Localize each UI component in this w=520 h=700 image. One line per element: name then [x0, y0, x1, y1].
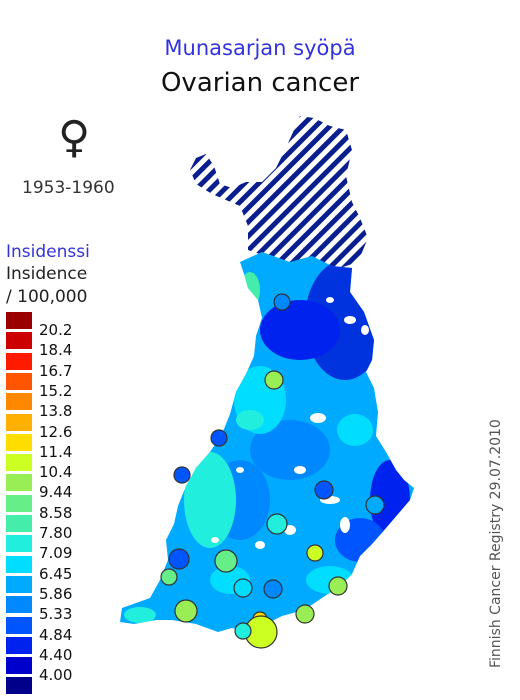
city-markers [160, 293, 385, 649]
legend-value: 20.2 [39, 321, 73, 339]
legend-item: 11.4 [6, 433, 126, 461]
legend-item: 4.40 [6, 636, 126, 664]
legend-swatch [6, 657, 32, 675]
city-circle [210, 429, 228, 447]
city-circle [160, 568, 178, 586]
legend-value: 4.00 [39, 666, 73, 685]
legend-swatch [6, 312, 32, 329]
legend-unit: / 100,000 [6, 287, 88, 307]
legend-swatch [6, 332, 32, 350]
legend-value: 4.40 [39, 645, 73, 664]
legend-item: 16.7 [6, 352, 126, 380]
legend-value: 18.4 [39, 341, 73, 360]
legend-swatch [6, 474, 32, 492]
legend-item: 7.09 [6, 535, 126, 562]
legend-swatch [6, 596, 32, 614]
city-circle [365, 495, 385, 515]
legend-value: 9.44 [39, 483, 73, 502]
legend-value: 16.7 [39, 361, 73, 380]
city-circle [295, 604, 315, 624]
legend-item [6, 677, 126, 697]
legend-swatch [6, 413, 32, 431]
legend-value: 7.80 [39, 524, 73, 542]
legend-heading-english: Insidence [6, 264, 88, 284]
legend-item: 5.86 [6, 575, 126, 603]
legend-item: 18.4 [6, 332, 126, 359]
legend-swatch [6, 575, 32, 593]
legend-swatch [6, 677, 32, 695]
legend-value: 12.6 [39, 422, 73, 441]
registry-credit: Finnish Cancer Registry 29.07.2010 [488, 419, 504, 668]
city-circle [328, 576, 348, 596]
incidence-surface [120, 252, 414, 632]
legend-value: 5.86 [39, 584, 73, 603]
legend-item: 5.33 [6, 596, 126, 623]
legend-item: 10.4 [6, 454, 126, 481]
legend-swatch [6, 616, 32, 634]
legend-swatch [6, 454, 32, 472]
map-title-finnish: Munasarjan syöpä [164, 36, 356, 60]
legend-value: 8.58 [39, 503, 73, 522]
legend-value: 6.45 [39, 564, 73, 583]
city-circle [266, 513, 288, 535]
legend-value: 7.09 [39, 544, 73, 563]
city-circle [168, 548, 190, 570]
female-symbol-icon: ♀ [58, 112, 91, 163]
legend-swatch [6, 535, 32, 553]
legend-swatch [6, 393, 32, 411]
legend-item: 15.2 [6, 372, 126, 400]
legend-item: 7.80 [6, 515, 126, 542]
legend-value: 10.4 [39, 463, 73, 482]
legend-swatch [6, 372, 32, 390]
legend-item: 13.8 [6, 393, 126, 420]
legend-swatch [6, 636, 32, 654]
city-circle [273, 293, 291, 311]
map-title-english: Ovarian cancer [160, 68, 360, 98]
city-circle [314, 480, 334, 500]
city-circle [173, 466, 191, 484]
city-circle [233, 578, 253, 598]
legend-value: 15.2 [39, 381, 73, 400]
legend-swatch [6, 433, 32, 451]
legend-heading-finnish: Insidenssi [6, 242, 90, 262]
legend-item: 12.6 [6, 413, 126, 441]
lapland-hatched-region [190, 116, 368, 268]
legend-item: 20.2 [6, 312, 126, 339]
legend-item: 4.00 [6, 657, 126, 684]
legend-value: 4.84 [39, 625, 73, 644]
period-label: 1953-1960 [22, 178, 115, 198]
legend-swatch [6, 352, 32, 370]
legend-item: 4.84 [6, 616, 126, 644]
legend-item: 6.45 [6, 555, 126, 583]
city-circle [174, 599, 198, 623]
city-circle [264, 370, 284, 390]
legend-swatch [6, 515, 32, 532]
city-circle [263, 579, 283, 599]
city-circle [214, 549, 238, 573]
legend-value: 11.4 [39, 442, 73, 461]
city-circle [234, 622, 252, 640]
legend-item: 9.44 [6, 474, 126, 501]
legend-swatch [6, 555, 32, 573]
city-circle [306, 544, 324, 562]
legend-swatch [6, 494, 32, 512]
legend-item: 8.58 [6, 494, 126, 522]
legend-value: 13.8 [39, 402, 73, 421]
legend-value: 5.33 [39, 605, 73, 624]
